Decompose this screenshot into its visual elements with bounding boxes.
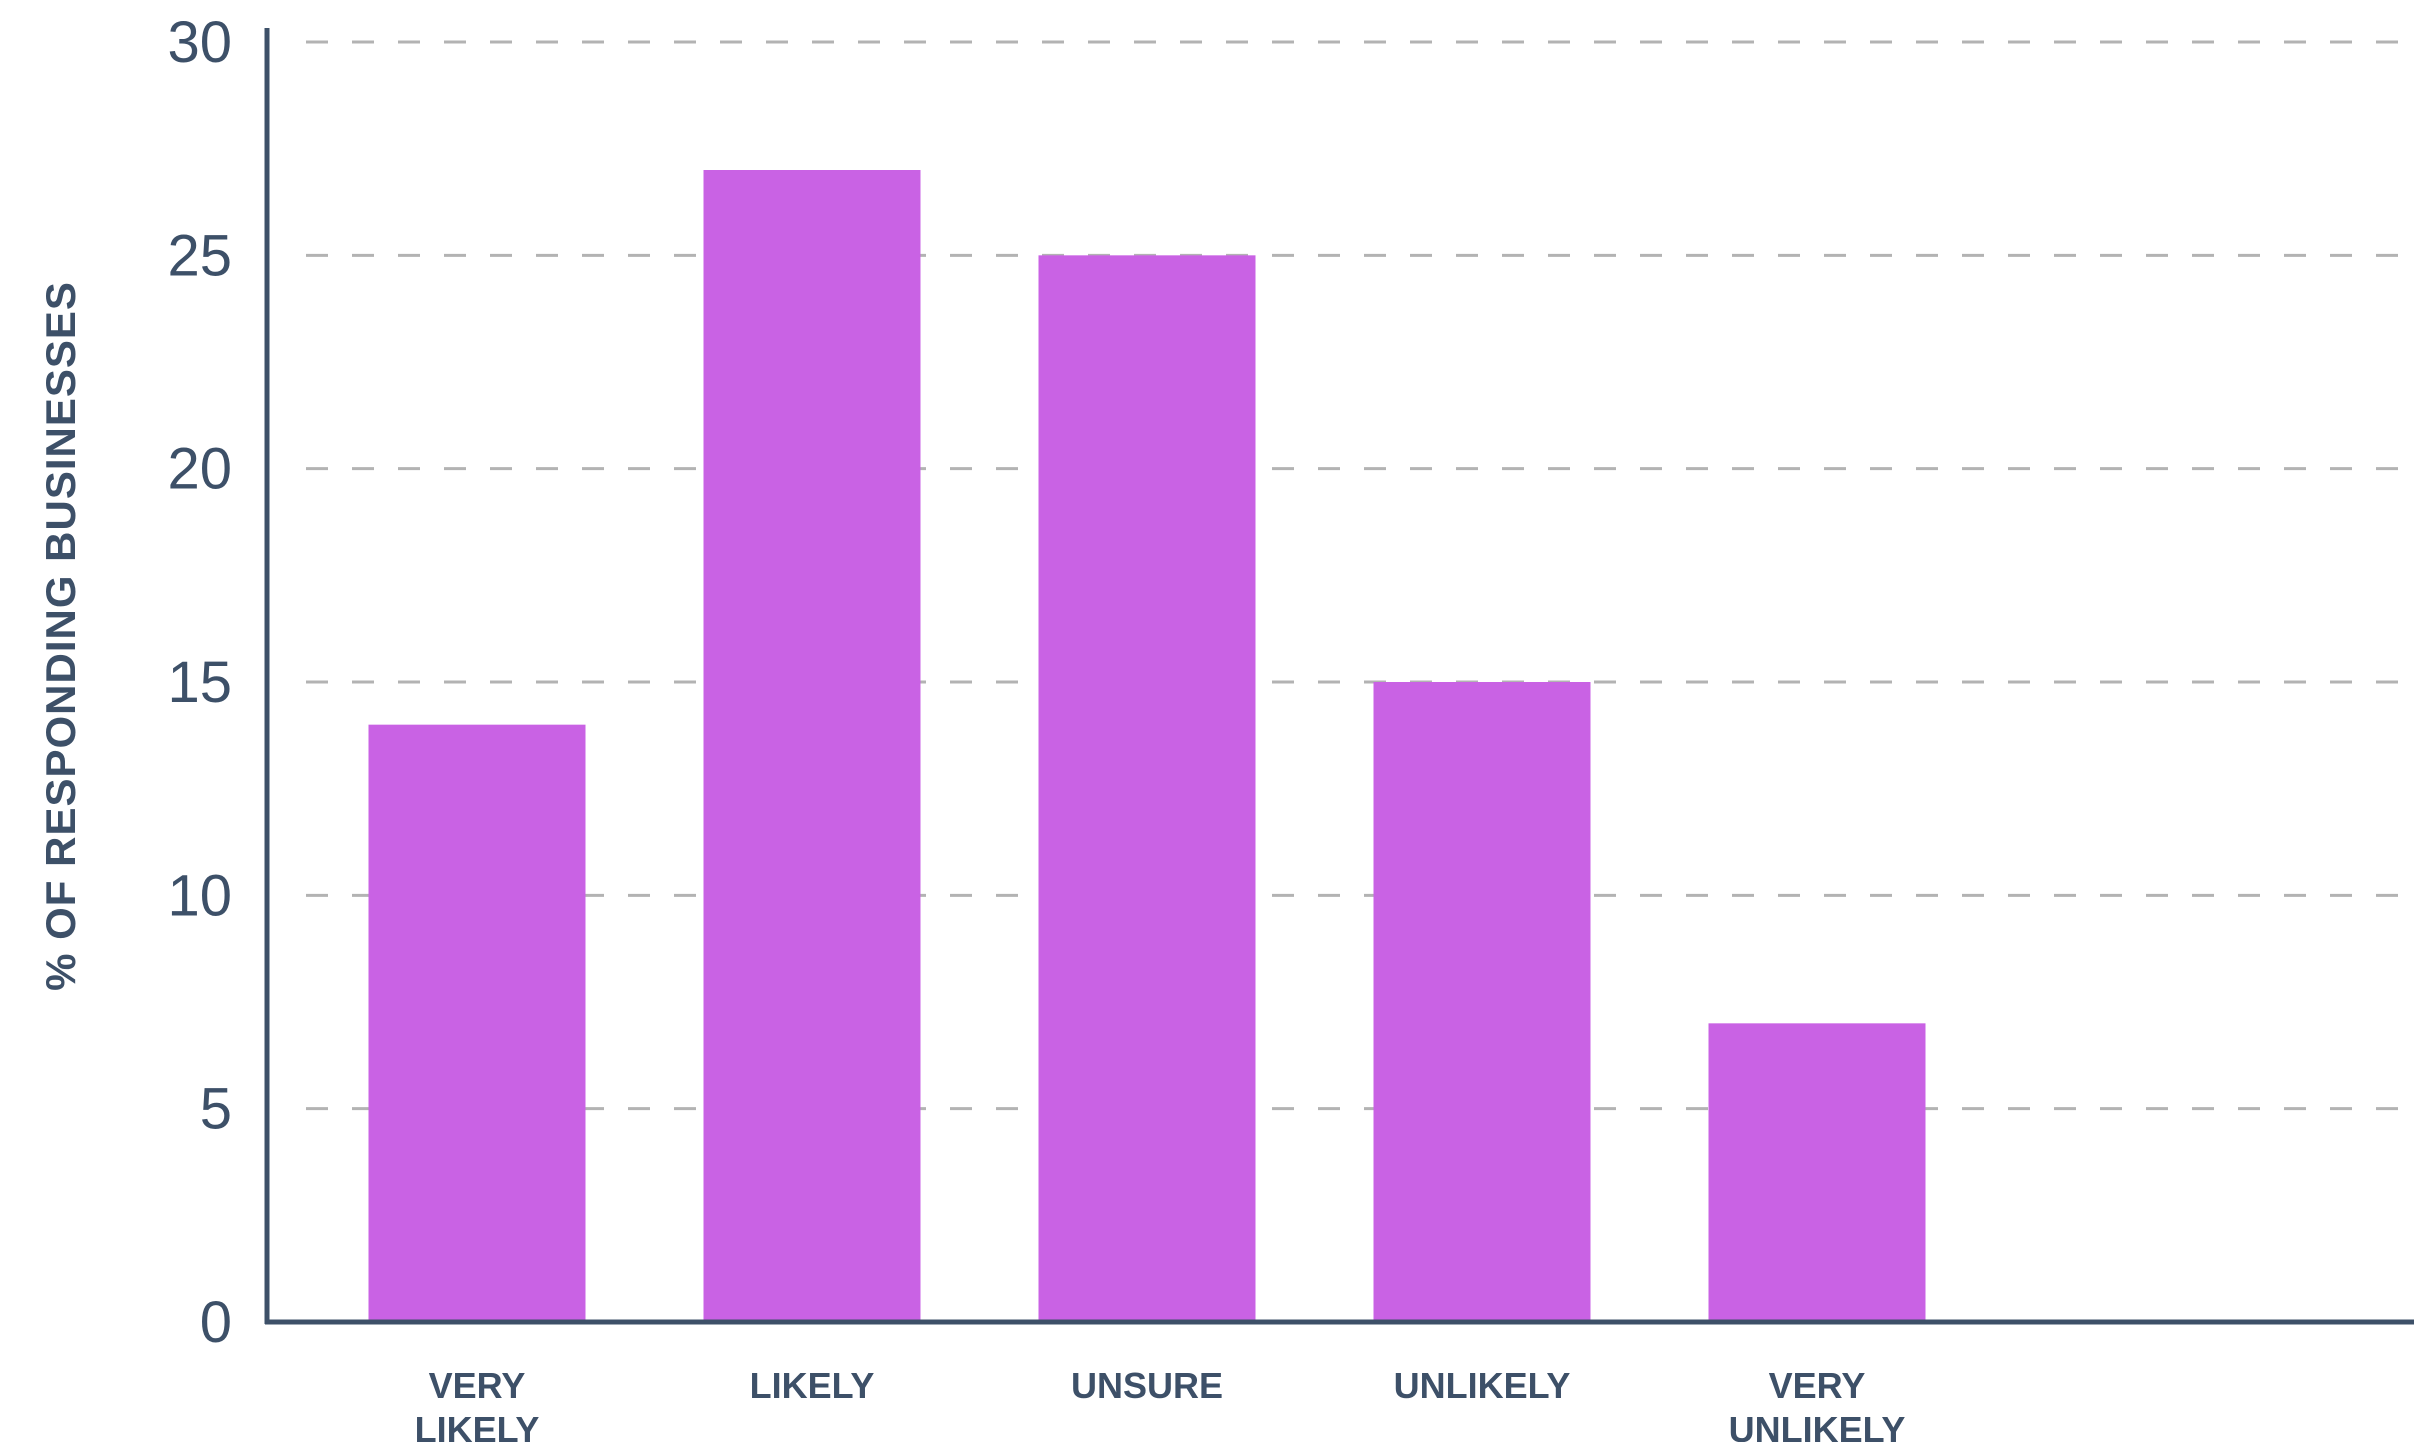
bar (1708, 1023, 1926, 1322)
y-axis-title: % OF RESPONDING BUSINESSES (37, 281, 84, 991)
axes (264, 28, 2414, 1325)
bar (1038, 255, 1256, 1322)
y-tick-label: 10 (167, 863, 232, 928)
gridlines (306, 40, 2414, 1111)
y-tick-label: 15 (167, 650, 232, 715)
bars (368, 170, 1926, 1322)
x-category-label: VERY LIKELY (415, 1365, 540, 1442)
bar (703, 170, 921, 1322)
y-tick-label: 5 (200, 1077, 232, 1142)
y-tick-labels: 0 5 10 15 20 25 30 (167, 10, 232, 1355)
y-tick-label: 0 (200, 1290, 232, 1355)
bar (1373, 682, 1591, 1322)
y-tick-label: 30 (167, 10, 232, 75)
x-category-label: VERY UNLIKELY (1729, 1365, 1906, 1442)
bar (368, 724, 586, 1322)
y-tick-label: 25 (167, 223, 232, 288)
x-category-label: LIKELY (750, 1365, 875, 1406)
x-category-labels: VERY LIKELY LIKELY UNSURE UNLIKELY VERY UNLIKE… (415, 1365, 1906, 1442)
x-category-label: UNLIKELY (1394, 1365, 1571, 1406)
x-category-label: UNSURE (1071, 1365, 1223, 1406)
y-tick-label: 20 (167, 437, 232, 502)
